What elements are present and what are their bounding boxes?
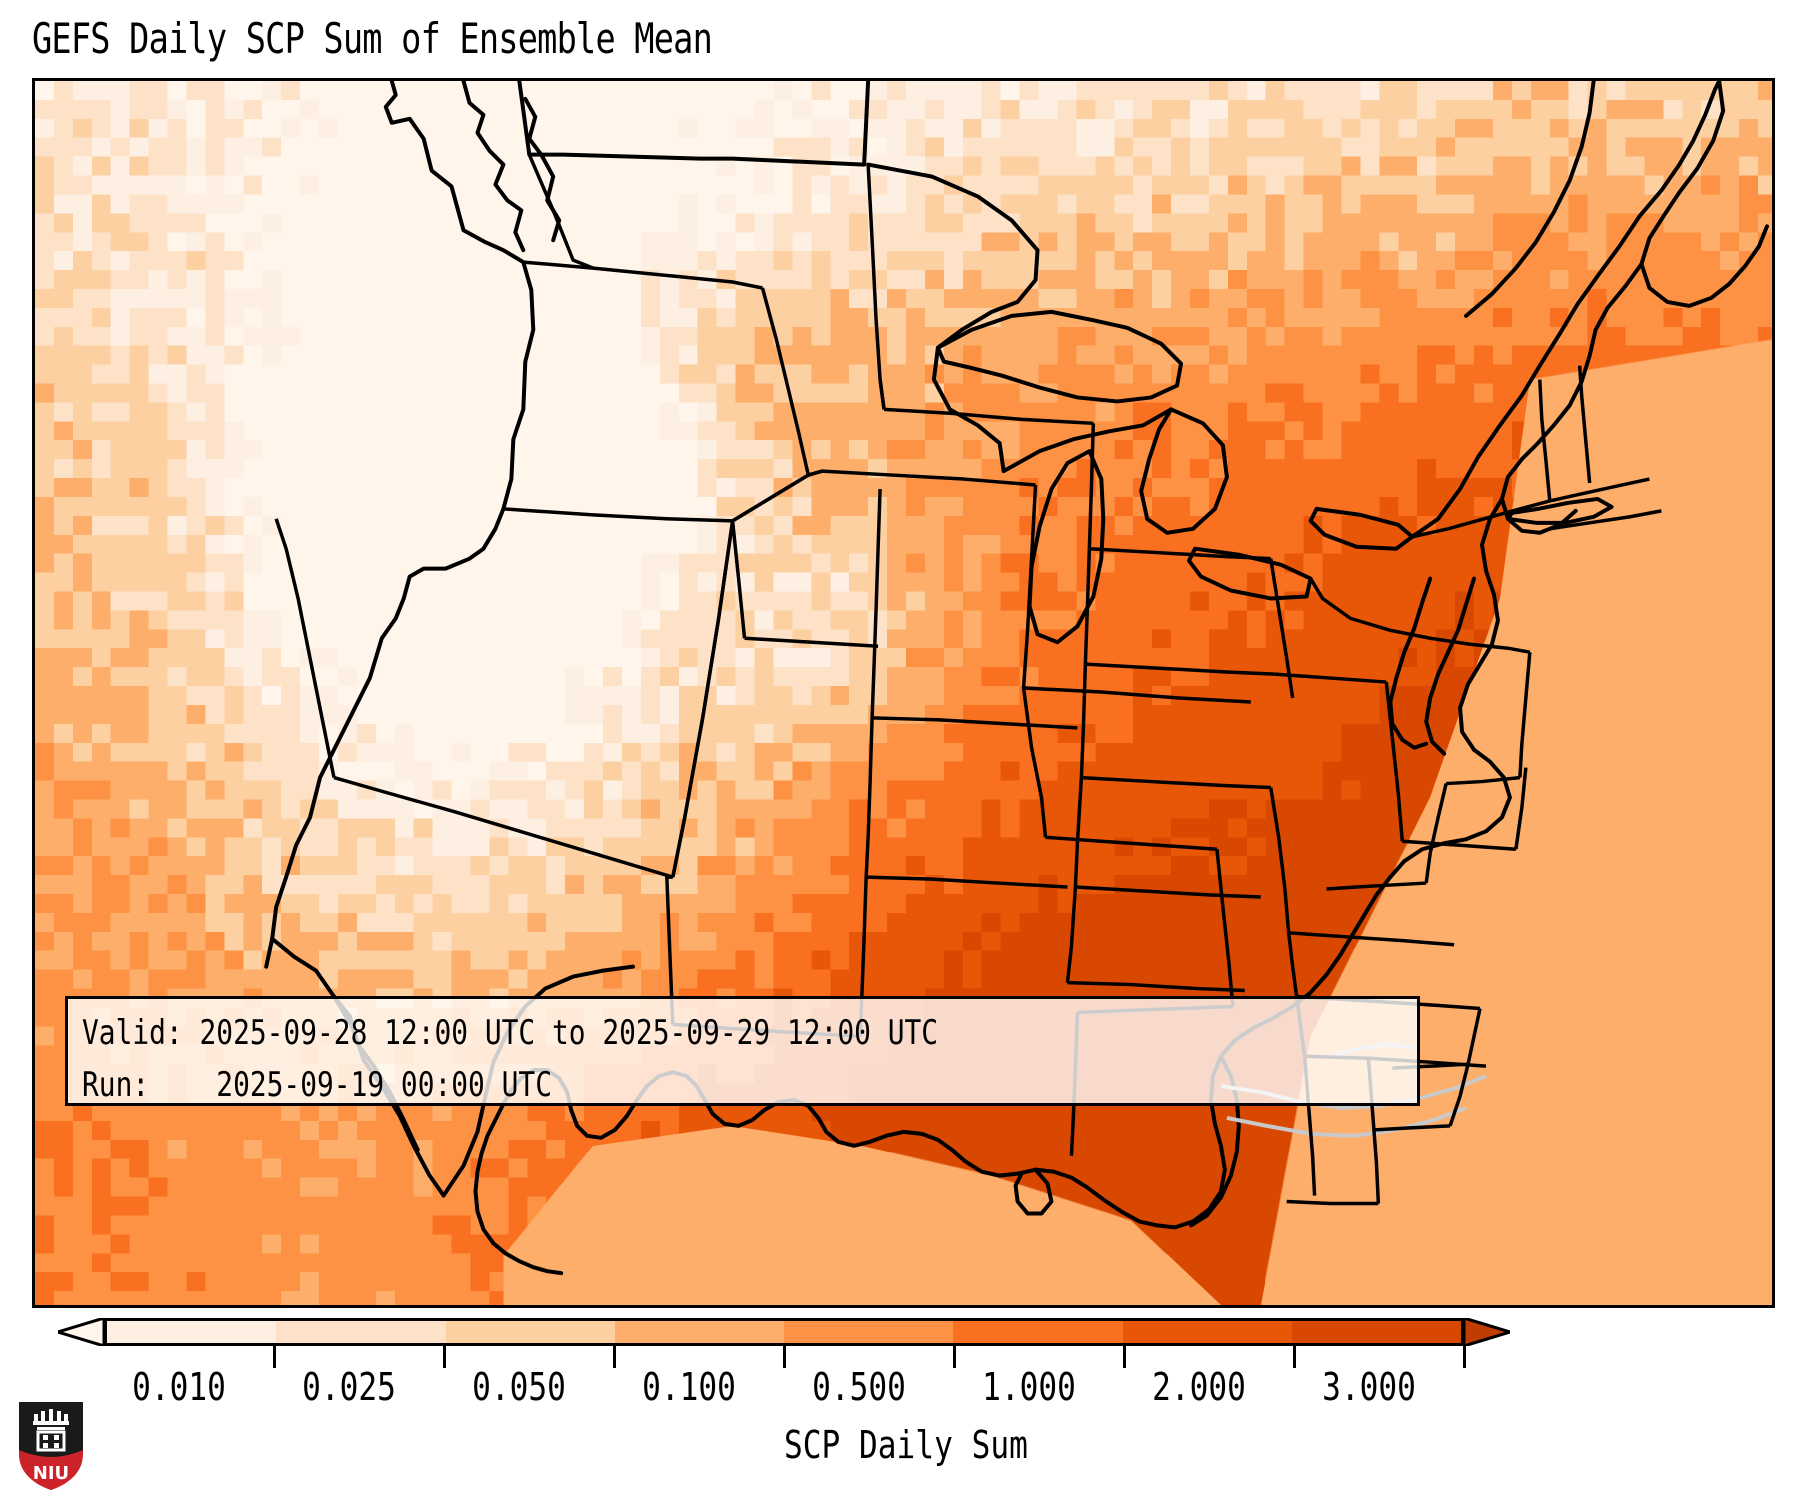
colorbar-gradient	[104, 1318, 1464, 1346]
colorbar-tick-label-5: 1.000	[982, 1365, 1076, 1409]
valid-run-annotation-box: Valid: 2025-09-28 12:00 UTC to 2025-09-2…	[65, 996, 1420, 1106]
colorbar-segment-2	[445, 1321, 615, 1343]
colorbar-tick-label-1: 0.025	[302, 1365, 396, 1409]
geography-overlay	[35, 81, 1772, 1305]
colorbar-extend-under-arrow	[58, 1318, 104, 1346]
colorbar-segment-5	[953, 1321, 1123, 1343]
map-panel: Valid: 2025-09-28 12:00 UTC to 2025-09-2…	[32, 78, 1775, 1308]
valid-time-line: Valid: 2025-09-28 12:00 UTC to 2025-09-2…	[82, 1013, 939, 1053]
colorbar-tick-label-7: 3.000	[1322, 1365, 1416, 1409]
colorbar-tick-label-6: 2.000	[1152, 1365, 1246, 1409]
niu-logo: NIU	[16, 1400, 86, 1492]
colorbar-tick-3	[782, 1346, 786, 1368]
colorbar-tick-5	[1122, 1346, 1126, 1368]
colorbar[interactable]: 0.010 0.025 0.050 0.100 0.500 1.000 2.000 3.000	[0, 1313, 1803, 1409]
colorbar-tick-4	[952, 1346, 956, 1368]
colorbar-tick-2	[612, 1346, 616, 1368]
colorbar-tick-7	[1462, 1346, 1466, 1368]
colorbar-tick-0	[272, 1346, 276, 1368]
niu-logo-text: NIU	[33, 1463, 69, 1484]
colorbar-segment-0	[107, 1321, 277, 1343]
colorbar-segment-1	[276, 1321, 446, 1343]
colorbar-segment-4	[784, 1321, 954, 1343]
colorbar-segment-7	[1291, 1321, 1461, 1343]
colorbar-tick-labels: 0.010 0.025 0.050 0.100 0.500 1.000 2.000 3.000	[0, 1365, 1803, 1413]
colorbar-ticks	[104, 1346, 1466, 1368]
colorbar-tick-label-2: 0.050	[472, 1365, 566, 1409]
colorbar-tick-label-3: 0.100	[642, 1365, 736, 1409]
colorbar-tick-6	[1292, 1346, 1296, 1368]
colorbar-tick-label-0: 0.010	[132, 1365, 226, 1409]
colorbar-tick-label-4: 0.500	[812, 1365, 906, 1409]
colorbar-extend-over-arrow	[1464, 1318, 1510, 1346]
colorbar-segment-6	[1122, 1321, 1292, 1343]
colorbar-axis-label: SCP Daily Sum	[784, 1423, 1028, 1467]
colorbar-segment-3	[614, 1321, 784, 1343]
colorbar-tick-1	[442, 1346, 446, 1368]
page-title: GEFS Daily SCP Sum of Ensemble Mean	[32, 14, 713, 63]
run-time-line: Run: 2025-09-19 00:00 UTC	[82, 1065, 552, 1105]
